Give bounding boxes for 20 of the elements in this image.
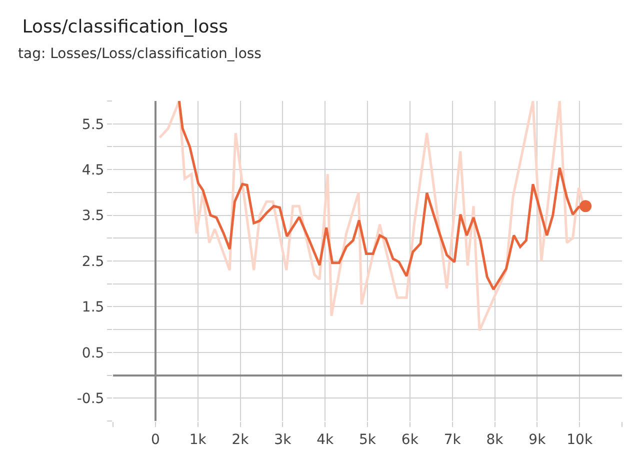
x-tick-label: 9k — [528, 432, 547, 448]
x-tick-label: 7k — [444, 432, 462, 448]
y-tick-label: 0.5 — [82, 345, 104, 362]
y-tick-label: 3.5 — [82, 208, 104, 224]
x-tick-label: 3k — [274, 432, 292, 448]
x-tick-label: 4k — [316, 432, 334, 448]
y-tick-label: 4.5 — [82, 162, 104, 178]
y-tick-label: 5.5 — [82, 116, 104, 133]
x-tick-label: 6k — [401, 432, 420, 448]
x-tick-label: 2k — [232, 432, 250, 448]
x-tick-label: 1k — [189, 432, 208, 448]
y-tick-label: 1.5 — [82, 300, 104, 316]
y-tick-label: -0.5 — [76, 391, 104, 408]
chart-title: Loss/classification_loss — [22, 16, 228, 38]
x-tick-label: 10k — [566, 432, 594, 448]
x-tick-label: 5k — [358, 432, 377, 448]
chart-subtitle: tag: Losses/Loss/classification_loss — [18, 46, 262, 62]
x-tick-label: 0 — [150, 432, 160, 448]
y-tick-label: 2.5 — [82, 254, 104, 270]
x-tick-label: 8k — [486, 432, 504, 448]
